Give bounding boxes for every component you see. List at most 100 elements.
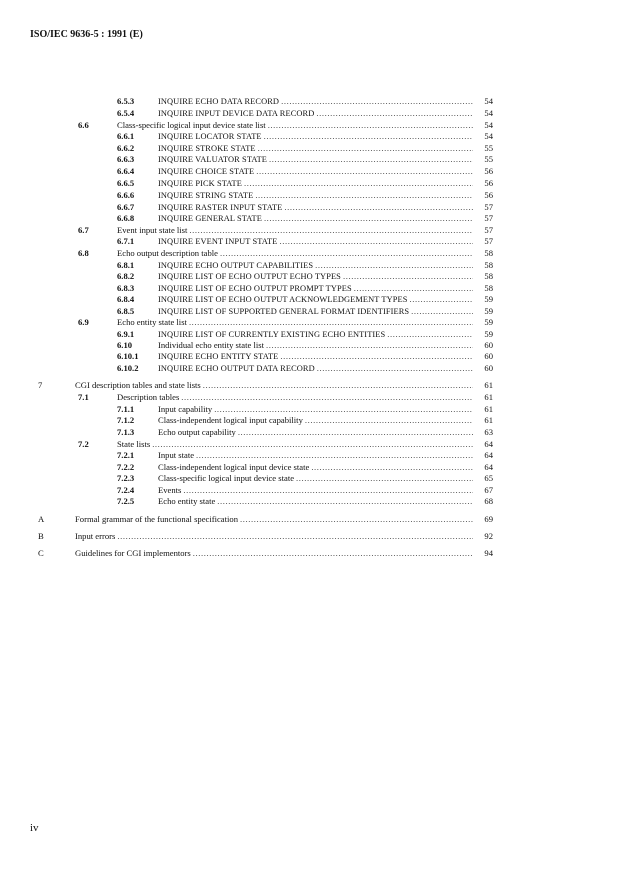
entry-title: INQUIRE EVENT INPUT STATE xyxy=(158,237,278,246)
entry-title: Input errors xyxy=(75,531,116,541)
dot-leader xyxy=(317,363,473,374)
entry-number: 6.10.1 xyxy=(117,351,139,361)
dot-leader xyxy=(354,283,473,294)
dot-leader xyxy=(409,294,473,305)
entry-page: 60 xyxy=(484,340,493,350)
entry-page: 59 xyxy=(484,317,493,327)
entry-number: 6.8 xyxy=(78,248,89,258)
entry-page: 60 xyxy=(484,351,493,361)
entry-page: 55 xyxy=(484,143,493,153)
entry-title: INQUIRE INPUT DEVICE DATA RECORD xyxy=(158,109,315,118)
entry-page: 57 xyxy=(484,202,493,212)
toc-entry: 6.6.4 INQUIRE CHOICE STATE 56 xyxy=(117,166,493,177)
dot-leader xyxy=(296,473,473,484)
toc-entry: 6.6.6 INQUIRE STRING STATE 56 xyxy=(117,190,493,201)
entry-number: 6.6.1 xyxy=(117,131,135,141)
entry-number: 6.8.3 xyxy=(117,283,135,293)
entry-number: 6.6 xyxy=(78,120,89,130)
toc-entry: 6.8.1 INQUIRE ECHO OUTPUT CAPABILITIES 58 xyxy=(117,260,493,271)
entry-number: 6.10 xyxy=(117,340,133,350)
entry-page: 67 xyxy=(484,485,493,495)
toc-entry: 6.6.5 INQUIRE PICK STATE 56 xyxy=(117,178,493,189)
entry-number: 6.5.4 xyxy=(117,108,135,118)
entry-number: 7 xyxy=(38,380,43,390)
dot-leader xyxy=(117,531,473,542)
entry-title: Input capability xyxy=(158,404,213,414)
entry-title: Class-specific logical input device stat… xyxy=(117,120,266,130)
toc-entry: 6.10.1 INQUIRE ECHO ENTITY STATE 60 xyxy=(117,351,493,362)
entry-page: 61 xyxy=(484,404,493,414)
entry-title: Formal grammar of the functional specifi… xyxy=(75,514,238,524)
dot-leader xyxy=(279,236,473,247)
toc-entry: 6.9.1 INQUIRE LIST OF CURRENTLY EXISTING … xyxy=(117,329,493,340)
entry-number: 6.10.2 xyxy=(117,363,139,373)
toc-entry: A Formal grammar of the functional specif… xyxy=(38,514,493,525)
dot-leader xyxy=(183,485,473,496)
dot-leader xyxy=(281,96,473,107)
dot-leader xyxy=(220,248,473,259)
entry-page: 54 xyxy=(484,131,493,141)
entry-page: 69 xyxy=(484,514,493,524)
dot-leader xyxy=(196,450,473,461)
entry-page: 55 xyxy=(484,154,493,164)
entry-number: 6.6.2 xyxy=(117,143,135,153)
entry-number: 7.2.3 xyxy=(117,473,135,483)
toc-entry: 6.5.4 INQUIRE INPUT DEVICE DATA RECORD 54 xyxy=(117,108,493,119)
toc-entry: C Guidelines for CGI implementors 94 xyxy=(38,548,493,559)
toc-entry: 7.1.1 Input capability 61 xyxy=(117,404,493,415)
entry-page: 58 xyxy=(484,260,493,270)
entry-title: INQUIRE ECHO ENTITY STATE xyxy=(158,352,279,361)
entry-page: 61 xyxy=(484,392,493,402)
entry-title: Echo entity state list xyxy=(117,317,187,327)
dot-leader xyxy=(268,120,473,131)
entry-number: 6.6.3 xyxy=(117,154,135,164)
entry-title: INQUIRE ECHO OUTPUT CAPABILITIES xyxy=(158,261,314,270)
toc-entry: 6.8.4 INQUIRE LIST OF ECHO OUTPUT ACKNOWL… xyxy=(117,294,493,305)
entry-number: 6.8.4 xyxy=(117,294,135,304)
toc-entry: 7.1 Description tables 61 xyxy=(78,392,493,403)
entry-page: 57 xyxy=(484,236,493,246)
entry-number: B xyxy=(38,531,44,541)
entry-title: Description tables xyxy=(117,392,180,402)
entry-page: 65 xyxy=(484,473,493,483)
entry-title: CGI description tables and state lists xyxy=(75,380,201,390)
toc-entry: 6.7 Event input state list 57 xyxy=(78,225,493,236)
entry-title: INQUIRE LIST OF ECHO OUTPUT ECHO TYPES xyxy=(158,272,341,281)
toc-entry: 6.6.8 INQUIRE GENERAL STATE 57 xyxy=(117,213,493,224)
entry-number: 6.8.1 xyxy=(117,260,135,270)
dot-leader xyxy=(264,131,473,142)
entry-title: INQUIRE LIST OF ECHO OUTPUT PROMPT TYPES xyxy=(158,284,352,293)
entry-page: 64 xyxy=(484,462,493,472)
entry-title: Class-specific logical input device stat… xyxy=(158,473,295,483)
dot-leader xyxy=(193,548,473,559)
entry-page: 61 xyxy=(484,380,493,390)
entry-title: Class-independent logical input device s… xyxy=(158,462,310,472)
dot-leader xyxy=(240,514,473,525)
entry-title: Event input state list xyxy=(117,225,188,235)
entry-title: INQUIRE LOCATOR STATE xyxy=(158,132,262,141)
entry-title: INQUIRE VALUATOR STATE xyxy=(158,155,268,164)
entry-number: 6.7.1 xyxy=(117,236,135,246)
dot-leader xyxy=(316,108,473,119)
dot-leader xyxy=(189,317,473,328)
dot-leader xyxy=(217,496,473,507)
entry-number: 7.2.5 xyxy=(117,496,135,506)
toc-entry: 6.8.3 INQUIRE LIST OF ECHO OUTPUT PROMPT … xyxy=(117,283,493,294)
entry-title: Echo output capability xyxy=(158,427,236,437)
entry-number: 7.1.3 xyxy=(117,427,135,437)
entry-page: 56 xyxy=(484,178,493,188)
toc-entry: 6.10 Individual echo entity state list 60 xyxy=(117,340,493,351)
dot-leader xyxy=(284,202,473,213)
entry-page: 56 xyxy=(484,190,493,200)
entry-title: INQUIRE LIST OF ECHO OUTPUT ACKNOWLEDGEM… xyxy=(158,295,408,304)
entry-number: 7.1 xyxy=(78,392,89,402)
toc-entry: 6.7.1 INQUIRE EVENT INPUT STATE 57 xyxy=(117,236,493,247)
dot-leader xyxy=(244,178,473,189)
entry-title: INQUIRE LIST OF CURRENTLY EXISTING ECHO … xyxy=(158,330,386,339)
entry-title: INQUIRE RASTER INPUT STATE xyxy=(158,203,283,212)
entry-number: 6.7 xyxy=(78,225,89,235)
entry-page: 64 xyxy=(484,439,493,449)
dot-leader xyxy=(343,271,473,282)
toc-entry: 7.2.5 Echo entity state 68 xyxy=(117,496,493,507)
